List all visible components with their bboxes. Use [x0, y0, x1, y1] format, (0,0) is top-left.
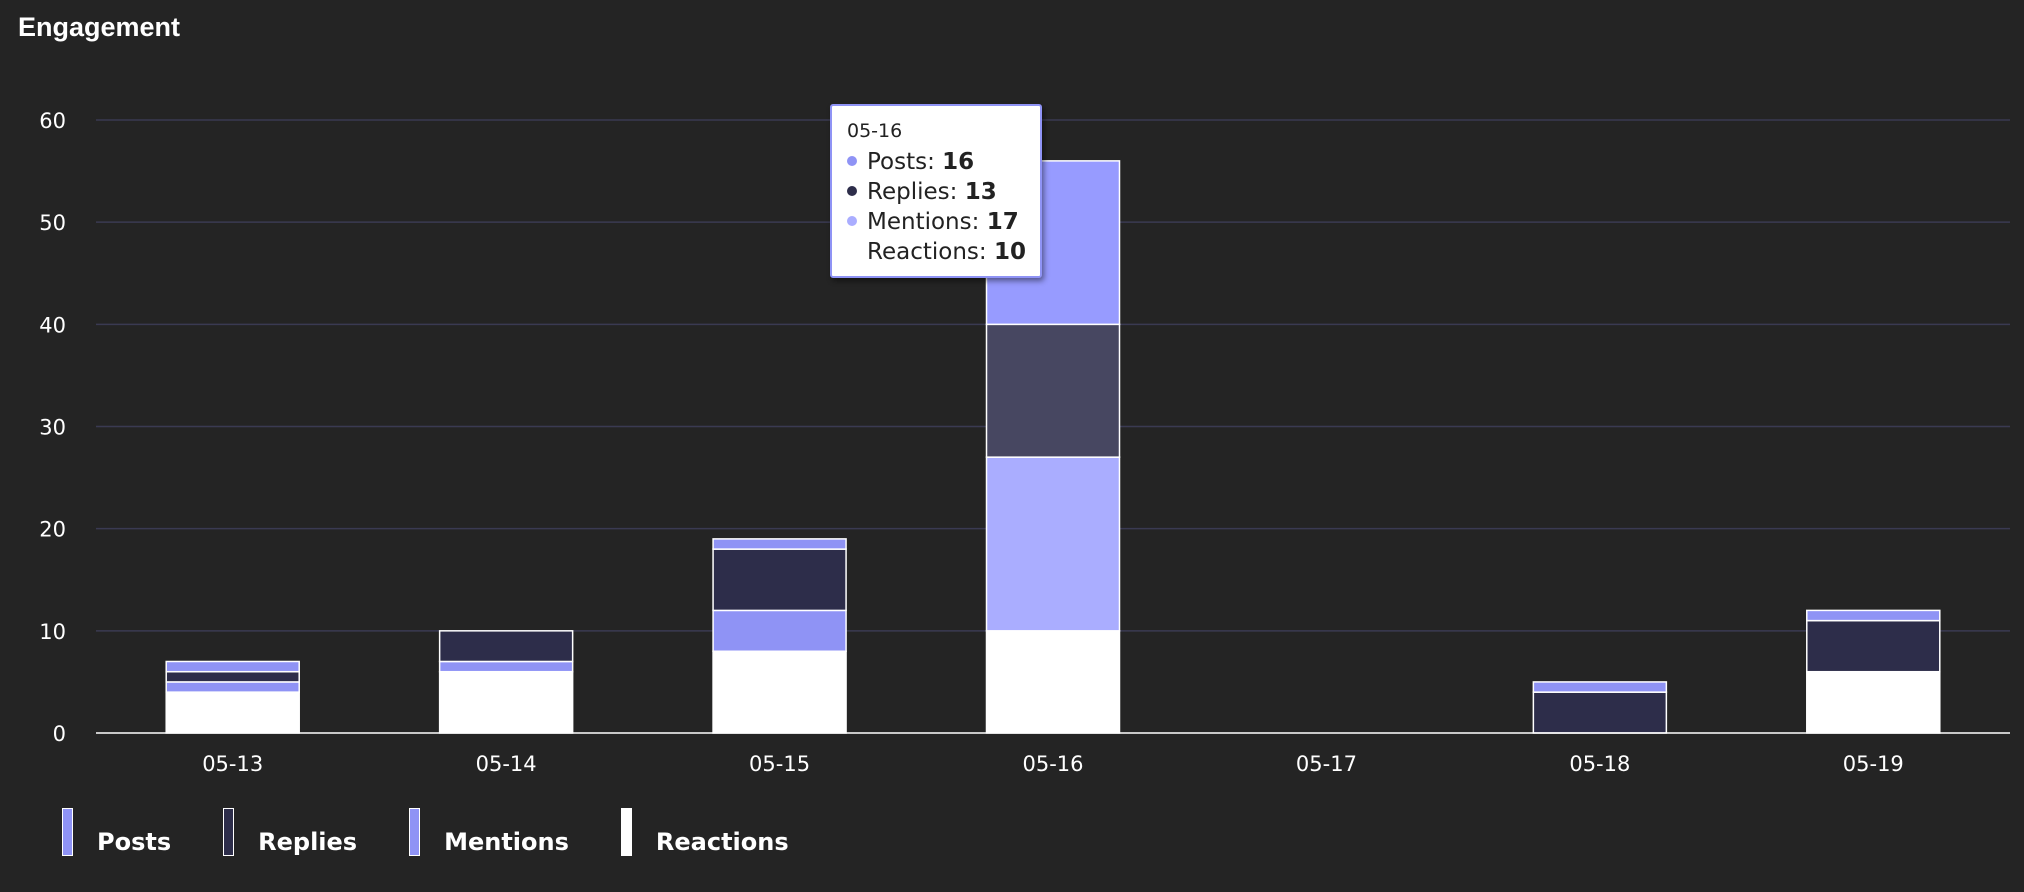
tooltip-value-posts: 16	[942, 149, 975, 175]
tooltip-value-replies: 13	[964, 179, 997, 205]
legend-label-mentions: Mentions	[444, 828, 569, 856]
legend-item-posts[interactable]: Posts	[62, 808, 171, 856]
legend-swatch-replies	[223, 808, 235, 856]
x-tick-label-05-18: 05-18	[1569, 752, 1630, 776]
bar-reactions-05-19[interactable]	[1806, 670, 1941, 734]
bar-mentions-05-16[interactable]	[985, 456, 1121, 632]
tooltip-dot-posts	[847, 155, 857, 166]
x-axis-ticks: 05-13 05-14 05-15 05-16 05-17 05-18 05-19	[202, 752, 1904, 776]
bar-replies-05-14[interactable]	[438, 630, 574, 663]
y-axis-ticks: 0 10 20 30 40 50 60	[39, 109, 66, 746]
tooltip-label-mentions: Mentions:	[867, 209, 980, 235]
bar-reactions-05-13[interactable]	[165, 691, 300, 734]
bar-reactions-05-16[interactable]	[985, 630, 1121, 734]
tooltip-label-replies: Replies:	[867, 179, 958, 205]
x-tick-label-05-16: 05-16	[1022, 752, 1083, 776]
bar-replies-05-15[interactable]	[712, 548, 847, 612]
bar-posts-05-19[interactable]	[1806, 609, 1941, 622]
bar-replies-05-19[interactable]	[1806, 619, 1941, 673]
bar-reactions-05-14[interactable]	[438, 670, 574, 734]
y-tick-label-60: 60	[39, 109, 66, 133]
y-tick-label-20: 20	[39, 518, 66, 542]
legend-item-mentions[interactable]: Mentions	[409, 808, 569, 856]
legend-item-replies[interactable]: Replies	[223, 808, 357, 856]
y-tick-label-10: 10	[39, 620, 66, 644]
legend-label-replies: Replies	[258, 828, 358, 856]
bar-mentions-05-15[interactable]	[712, 609, 847, 653]
bar-replies-05-18[interactable]	[1532, 691, 1668, 734]
legend-swatch-posts	[62, 808, 73, 856]
bar-replies-05-13[interactable]	[165, 670, 300, 683]
tooltip-label-posts: Posts:	[867, 149, 935, 175]
tooltip-dot-replies	[847, 185, 857, 196]
x-tick-label-05-14: 05-14	[476, 752, 537, 776]
tooltip-label-reactions: Reactions:	[867, 239, 987, 265]
x-tick-label-05-17: 05-17	[1296, 752, 1357, 776]
bars	[165, 160, 1941, 734]
tooltip-row-mentions: Mentions: 17	[847, 207, 1026, 237]
tooltip-row-replies: Replies: 13	[847, 177, 1026, 207]
y-tick-label-0: 0	[53, 722, 66, 746]
tooltip-row-reactions: Reactions: 10	[847, 237, 1026, 267]
legend: Posts Replies Mentions Reactions	[62, 808, 841, 856]
legend-swatch-mentions	[409, 808, 421, 856]
bar-posts-05-18[interactable]	[1532, 681, 1668, 693]
bar-posts-05-15[interactable]	[712, 538, 847, 550]
tooltip-title: 05-16	[847, 120, 903, 142]
tooltip: 05-16 Posts: 16 Replies: 13 Mentions: 17…	[830, 104, 1042, 278]
bar-posts-05-13[interactable]	[165, 660, 300, 673]
x-tick-label-05-13: 05-13	[202, 752, 263, 776]
tooltip-dot-mentions	[847, 215, 857, 226]
y-tick-label-30: 30	[39, 416, 66, 440]
legend-item-reactions[interactable]: Reactions	[620, 808, 789, 856]
tooltip-row-posts: Posts: 16	[847, 147, 1026, 177]
bar-reactions-05-15[interactable]	[712, 650, 847, 734]
tooltip-value-reactions: 10	[993, 239, 1026, 265]
x-tick-label-05-19: 05-19	[1843, 752, 1904, 776]
chart-title: Engagement	[18, 12, 181, 42]
y-tick-label-50: 50	[39, 211, 66, 235]
legend-swatch-reactions	[620, 808, 632, 856]
bar-mentions-05-14[interactable]	[438, 660, 574, 673]
legend-label-posts: Posts	[97, 828, 172, 856]
y-tick-label-40: 40	[39, 313, 66, 337]
tooltip-value-mentions: 17	[986, 209, 1019, 235]
legend-label-reactions: Reactions	[655, 828, 789, 856]
bar-replies-05-16[interactable]	[985, 323, 1121, 458]
x-tick-label-05-15: 05-15	[749, 752, 810, 776]
bar-mentions-05-13[interactable]	[165, 681, 300, 693]
